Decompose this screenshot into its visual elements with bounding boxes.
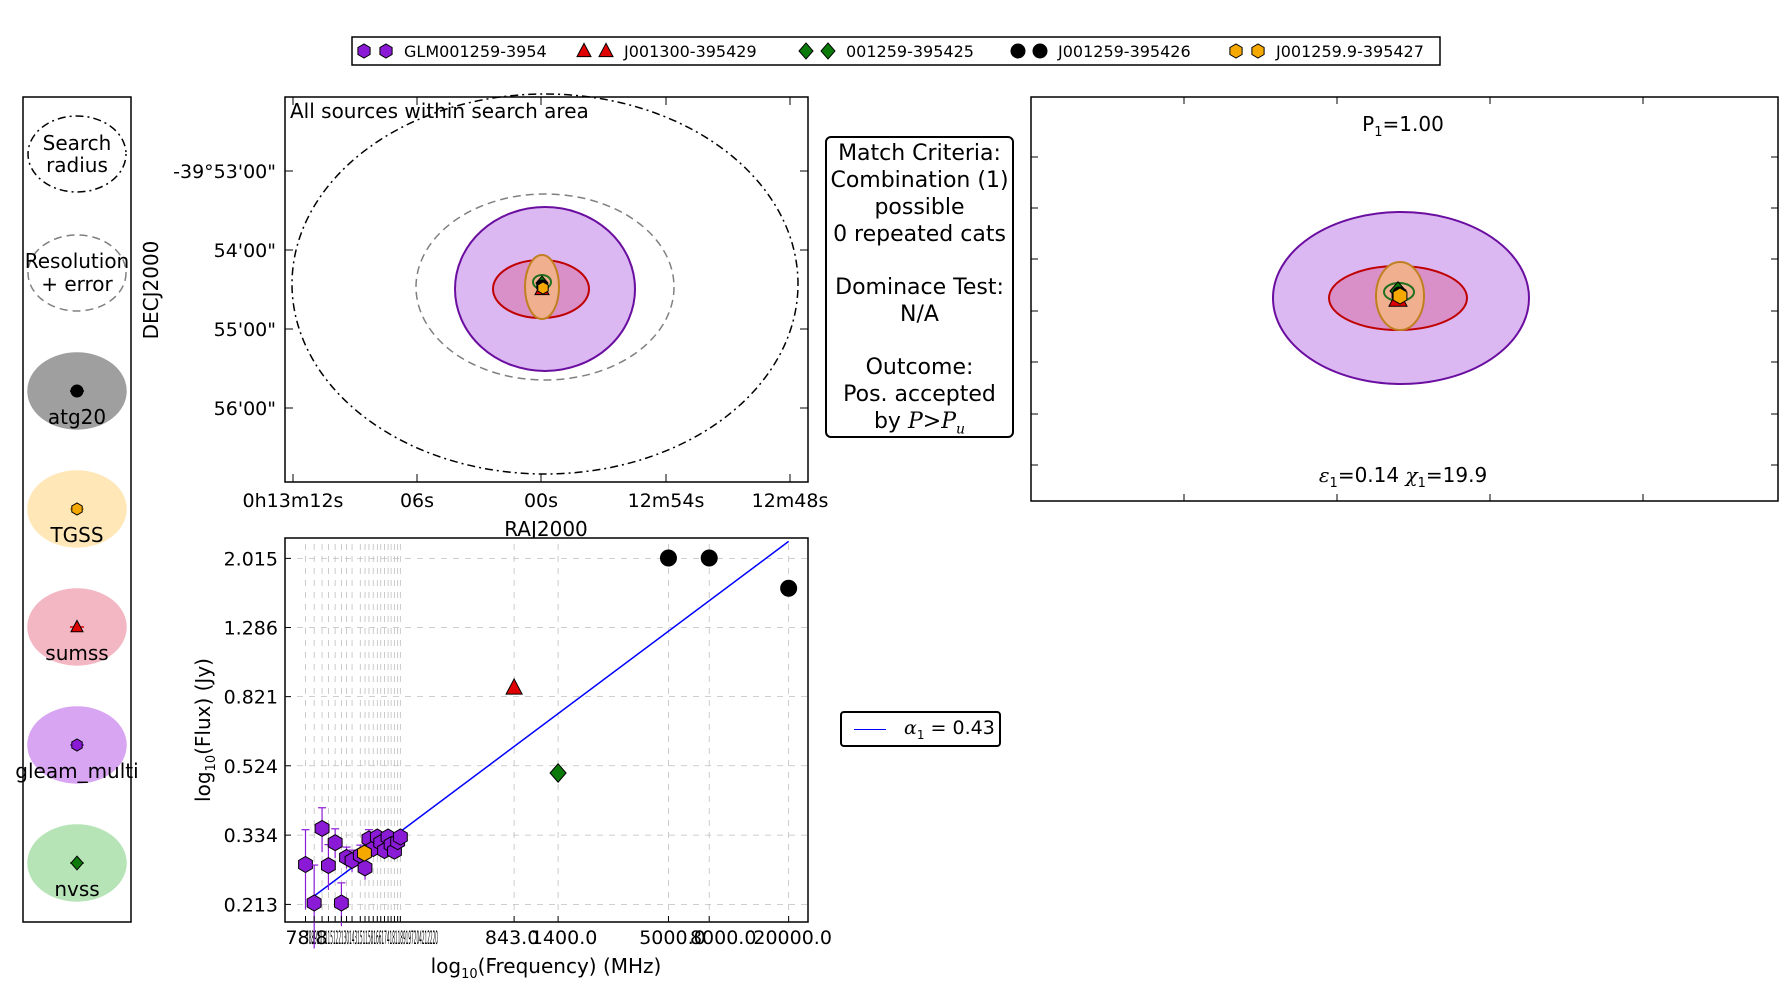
sky-xtick-label: 00s xyxy=(524,490,558,512)
side-legend: Search radius Resolution + error atg20 TG… xyxy=(15,96,139,923)
catalog-marker xyxy=(70,619,84,633)
sed-ytick-label: 0.524 xyxy=(224,756,278,778)
sky-ytick-label: 56'00" xyxy=(214,398,276,420)
sed-ytick-label: 0.213 xyxy=(224,894,278,916)
sed-xtick-label: 843.0 xyxy=(485,927,539,949)
legend-marker xyxy=(1032,43,1048,59)
sed-xtick-label: 78.8 xyxy=(285,927,327,949)
catalog-marker xyxy=(70,384,84,398)
legend-marker xyxy=(798,42,814,60)
sed-ytick-label: 0.334 xyxy=(224,825,278,847)
legend-marker xyxy=(1010,43,1026,59)
sky-xtick-label: 12m48s xyxy=(752,490,829,512)
criteria-line: Match Criteria: xyxy=(838,141,1001,166)
legend-marker xyxy=(357,43,371,59)
legend-marker xyxy=(598,42,614,58)
sed-point xyxy=(700,549,718,567)
sky-plot-xlabel: RAJ2000 xyxy=(504,517,588,541)
catalog-label: TGSS xyxy=(49,523,103,547)
legend-label: J001259-395426 xyxy=(1057,42,1191,61)
sky-plot-title: All sources within search area xyxy=(290,99,589,123)
sed-point xyxy=(327,834,343,852)
legend-marker xyxy=(820,42,836,60)
sed-point xyxy=(298,855,313,874)
sky-source-marker xyxy=(537,281,549,295)
criteria-line xyxy=(827,328,1012,354)
sky-ytick-label: -39°53'00" xyxy=(173,161,276,183)
criteria-line: Outcome: xyxy=(865,355,974,380)
fit-legend-label: α1 = 0.43 xyxy=(904,716,995,742)
sed-ytick-label: 1.286 xyxy=(224,618,278,640)
criteria-line: Pos. accepted xyxy=(843,382,996,407)
sed-plot: 0.213 0.334 0.524 0.821 1.286 2.015 7889107115… xyxy=(191,537,832,982)
legend-label: GLM001259-3954 xyxy=(404,42,547,61)
sed-point xyxy=(334,894,349,912)
search-radius-label-2: radius xyxy=(46,153,108,177)
search-area-ellipse xyxy=(291,93,799,475)
legend-label: 001259-395425 xyxy=(846,42,974,61)
sed-ylabel: log10(Flux) (Jy) xyxy=(191,658,219,802)
sky-ytick-label: 54'00" xyxy=(214,240,276,262)
catalog-marker xyxy=(70,855,84,871)
resolution-swatch xyxy=(27,234,127,312)
sed-ytick-label: 0.821 xyxy=(224,687,278,709)
criteria-line: 0 repeated cats xyxy=(833,222,1006,247)
fit-legend-line xyxy=(854,728,886,730)
zoom-source-marker xyxy=(1392,287,1408,305)
sed-xtick-label-cluster: 7889107115122130143151158166174181189197… xyxy=(306,927,438,949)
criteria-line: possible xyxy=(874,195,965,220)
sed-point xyxy=(357,859,373,877)
catalog-label: sumss xyxy=(45,641,108,665)
legend-marker xyxy=(1251,43,1265,59)
sed-point xyxy=(392,828,408,846)
catalog-marker xyxy=(71,502,83,516)
resolution-ellipse xyxy=(415,193,675,381)
criteria-line xyxy=(827,248,1012,274)
catalog-marker xyxy=(71,738,83,752)
sed-point xyxy=(659,549,677,567)
sed-ytick-label: 2.015 xyxy=(224,548,278,570)
sed-point xyxy=(780,579,798,597)
fit-legend: α1 = 0.43 xyxy=(840,711,1001,747)
catalog-label: nvss xyxy=(54,877,99,901)
sed-xtick-label: 8000.0 xyxy=(690,927,756,949)
resolution-label-2: + error xyxy=(41,272,113,296)
search-radius-swatch xyxy=(27,115,127,193)
catalog-label: atg20 xyxy=(48,405,106,429)
sed-xtick-label: 5000.0 xyxy=(639,927,705,949)
eps-chi-label: ε1=0.14 χ1=19.9 xyxy=(1319,463,1487,491)
sky-xtick-label: 12m54s xyxy=(628,490,705,512)
sed-xtick-label: 1400.0 xyxy=(531,927,597,949)
sed-xtick-label: 20000.0 xyxy=(753,927,832,949)
sed-xlabel: log10(Frequency) (MHz) xyxy=(431,954,662,982)
legend-label: J001259.9-395427 xyxy=(1275,42,1424,61)
legend-marker xyxy=(576,42,592,58)
top-legend: GLM001259-3954 J001300-395429 001259-39542… xyxy=(351,36,1441,66)
sky-plot: All sources within search area -39°53'00… xyxy=(139,93,829,541)
zoom-plot: P1=1.00 ε1=0.14 χ1=19.9 xyxy=(1030,96,1779,502)
sky-ytick-label: 55'00" xyxy=(214,319,276,341)
sed-point xyxy=(357,844,372,862)
catalog-label: gleam_multi xyxy=(15,759,138,783)
probability-label: P1=1.00 xyxy=(1362,112,1444,140)
sky-plot-ylabel: DECJ2000 xyxy=(139,241,163,340)
sed-point xyxy=(314,819,330,837)
sky-xtick-label: 06s xyxy=(400,490,434,512)
search-radius-label-1: Search xyxy=(43,131,112,155)
sed-point xyxy=(505,677,523,695)
criteria-line: Dominace Test: xyxy=(835,275,1004,300)
match-criteria-box: Match Criteria: Combination (1) possible… xyxy=(825,136,1014,438)
sed-point xyxy=(321,857,336,875)
criteria-line: Combination (1) xyxy=(830,168,1009,193)
criteria-outcome-line: by P>Pu xyxy=(873,409,966,438)
legend-marker xyxy=(1229,43,1243,59)
sed-point xyxy=(549,763,567,783)
legend-marker xyxy=(379,43,393,59)
resolution-label-1: Resolution xyxy=(25,249,130,273)
sed-point xyxy=(306,894,322,912)
sky-xtick-label: 0h13m12s xyxy=(243,490,344,512)
criteria-line: N/A xyxy=(900,302,939,327)
legend-label: J001300-395429 xyxy=(623,42,757,61)
